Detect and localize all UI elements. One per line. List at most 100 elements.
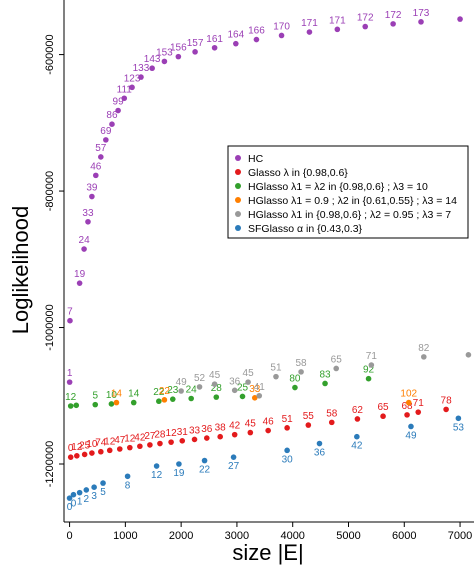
data-point — [390, 21, 396, 27]
data-label: 12 — [124, 434, 136, 445]
data-point — [67, 454, 74, 460]
data-point — [147, 442, 153, 448]
y-tick-label: -1000000 — [44, 304, 56, 351]
data-point — [284, 447, 290, 454]
data-label: 24 — [79, 235, 91, 246]
data-label: 3 — [91, 491, 97, 502]
legend-box — [227, 145, 469, 239]
legend-label: HGlasso λ1 = 0.9 ; λ2 in {0.61,0.55} ; λ… — [248, 195, 457, 207]
data-label: 22 — [159, 386, 171, 397]
data-label: 7 — [67, 307, 73, 318]
data-label: 28 — [154, 430, 166, 441]
data-point — [405, 399, 412, 406]
data-point — [408, 423, 414, 430]
data-label: 19 — [74, 269, 86, 280]
data-label: 62 — [352, 405, 364, 416]
data-label: 173 — [413, 8, 430, 19]
data-label: 5 — [92, 391, 98, 402]
data-point — [76, 489, 83, 496]
data-label: 99 — [113, 97, 125, 108]
data-point — [106, 447, 113, 454]
data-point — [67, 317, 73, 324]
data-point — [253, 36, 260, 43]
data-label: 111 — [117, 84, 133, 95]
data-label: 166 — [248, 26, 265, 37]
data-point — [245, 379, 251, 385]
data-point — [66, 495, 73, 501]
data-label: 1 — [77, 497, 83, 508]
data-point — [362, 23, 369, 30]
data-point — [103, 137, 109, 143]
data-point — [66, 379, 73, 385]
data-label: 12 — [166, 428, 178, 439]
data-label: 65 — [378, 402, 390, 413]
data-point — [113, 399, 120, 406]
data-label: 12 — [71, 442, 83, 453]
data-point — [85, 218, 91, 225]
data-point — [176, 461, 182, 467]
data-point — [443, 406, 449, 413]
y-tick-label: -600000 — [44, 34, 56, 74]
data-label: 23 — [167, 385, 179, 396]
data-label: 71 — [413, 398, 425, 409]
data-label: 39 — [86, 183, 98, 194]
data-point — [188, 395, 194, 402]
data-point — [213, 394, 220, 400]
data-label: 71 — [366, 351, 378, 362]
data-label: 153 — [156, 47, 173, 58]
legend-marker — [235, 155, 241, 161]
data-point — [169, 396, 176, 402]
series-3: 14 22 33 102 — [111, 384, 418, 406]
data-label: 33 — [82, 208, 94, 219]
data-label: 12 — [151, 470, 163, 481]
data-point — [115, 107, 121, 114]
data-label: 14 — [111, 389, 123, 400]
data-point — [418, 19, 424, 25]
data-label: 68 — [401, 401, 413, 412]
data-point — [98, 154, 104, 160]
data-point — [328, 419, 335, 426]
legend-marker — [235, 211, 241, 217]
data-point — [457, 16, 463, 22]
y-tick-label: -1200000 — [44, 441, 56, 488]
data-point — [149, 65, 155, 72]
data-point — [168, 439, 174, 445]
data-label: 171 — [301, 18, 318, 29]
data-label: 57 — [95, 143, 107, 154]
data-point — [92, 172, 99, 179]
data-label: 164 — [227, 30, 244, 41]
y-tick-label: -800000 — [44, 171, 56, 211]
data-label: 22 — [199, 465, 211, 476]
data-label: 46 — [90, 161, 102, 172]
data-label: 47 — [114, 435, 126, 446]
legend-marker — [235, 169, 241, 175]
data-point — [204, 435, 210, 441]
x-tick-label: 1000 — [113, 530, 137, 542]
data-point — [365, 375, 372, 382]
data-point — [334, 26, 341, 33]
data-point — [89, 193, 95, 200]
data-point — [265, 427, 271, 434]
data-label: 52 — [194, 373, 206, 384]
data-point — [239, 393, 246, 400]
data-label: 22 — [153, 387, 165, 398]
data-label: 58 — [296, 358, 308, 369]
data-label: 10 — [106, 390, 118, 401]
data-point — [91, 484, 97, 491]
data-label: 45 — [243, 368, 255, 379]
data-point — [161, 58, 168, 65]
data-label: 30 — [282, 454, 294, 465]
data-label: 74 — [95, 438, 107, 449]
data-point — [354, 416, 361, 422]
data-point — [70, 491, 77, 498]
y-axis-title: Loglikelihood — [8, 206, 33, 334]
data-point — [247, 429, 254, 436]
data-point — [306, 29, 313, 35]
data-point — [278, 32, 285, 39]
data-label: 42 — [351, 441, 363, 452]
data-label: 10 — [86, 439, 98, 450]
